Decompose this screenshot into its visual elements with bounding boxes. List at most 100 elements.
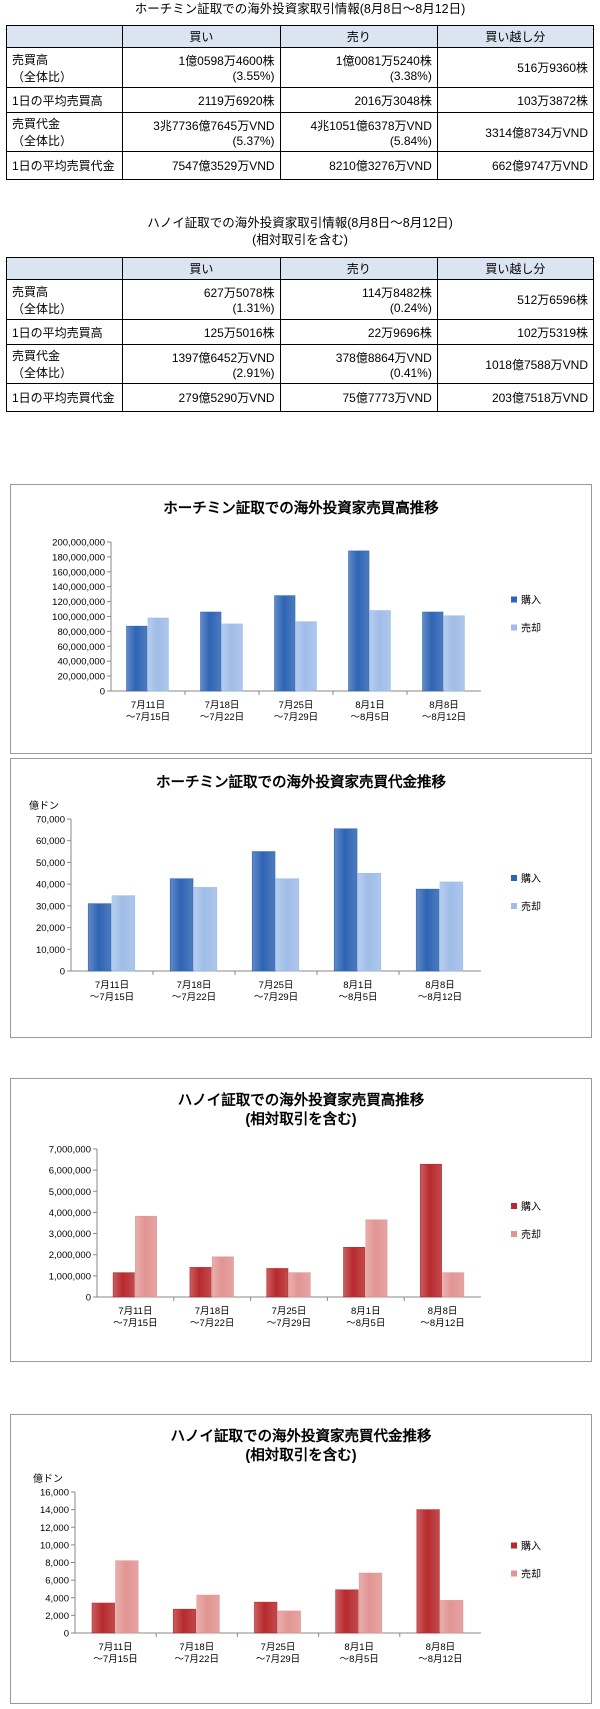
x-tick-label: 〜7月29日 [267, 1318, 311, 1329]
hcm-volume-chart: ホーチミン証取での海外投資家売買高推移 0 20,000,000 40,000,000… [10, 484, 592, 754]
x-tick-label: 7月11日 [95, 980, 129, 991]
sell-cell: 4兆1051億6378万VND (5.84%) [279, 112, 438, 152]
table-row: 売買高 （全体比） 1億0598万4600株 (3.55%) 1億0081万5240株(… [5, 47, 595, 88]
x-tick-label: 〜7月15日 [93, 1654, 137, 1665]
table-row: 売買代金 （全体比） 1397億6452万VND (2.91%) 378億8864万VN… [5, 344, 595, 384]
y-tick-label: 140,000,000 [52, 582, 105, 593]
sell-cell: 114万8482株 (0.24%) [279, 279, 438, 320]
x-tick-label: 8月1日 [344, 1642, 374, 1653]
y-tick-label: 0 [60, 967, 65, 978]
y-tick-label: 0 [64, 1629, 69, 1640]
x-tick-label: 8月1日 [343, 980, 373, 991]
hn-table-title: ハノイ証取での海外投資家取引情報(8月8日〜8月12日) [147, 216, 453, 230]
y-tick-label: 100,000,000 [52, 612, 105, 623]
y-tick-label: 4,000,000 [49, 1208, 91, 1219]
row-label: 売買高 （全体比） [5, 279, 124, 320]
bar-sell [193, 887, 218, 972]
legend-swatch [511, 1231, 517, 1237]
bar-sell [358, 1572, 383, 1634]
sell-cell: 22万9696株 [279, 319, 438, 345]
x-tick-label: 〜7月29日 [274, 712, 318, 723]
bar-buy [335, 1589, 359, 1634]
row-label: 1日の平均売買代金 [5, 383, 124, 412]
unit-label: 億ドン [29, 799, 59, 812]
table-row: 1日の平均売買高 2119万6920株 2016万3048株 103万3872株 [5, 87, 595, 113]
unit-label: 億ドン [33, 1472, 63, 1485]
row-label: 売買高 （全体比） [5, 47, 124, 88]
net-cell: 102万5319株 [436, 319, 595, 345]
row-label: 1日の平均売買高 [5, 87, 124, 113]
bar-sell [277, 1610, 301, 1634]
row-label: 1日の平均売買高 [5, 319, 124, 345]
bar-sell [115, 1560, 139, 1634]
legend-swatch [511, 875, 517, 881]
legend-swatch [511, 1542, 517, 1549]
hcm-table-title: ホーチミン証取での海外投資家取引情報(8月8日〜8月12日) [134, 2, 466, 16]
x-tick-label: 〜8月5日 [340, 1654, 379, 1665]
buy-cell: 3兆7736億7645万VND (5.37%) [122, 112, 281, 152]
bar-buy [91, 1602, 115, 1634]
legend-swatch [511, 1570, 517, 1577]
legend-swatch [511, 596, 517, 603]
row-label: 売買代金 （全体比） [5, 112, 124, 152]
legend-swatch [511, 903, 517, 909]
y-tick-label: 60,000,000 [57, 642, 105, 653]
table-header-cell [5, 257, 124, 280]
x-tick-label: 〜7月15日 [90, 992, 134, 1003]
chart-title: ハノイ証取での海外投資家売買代金推移 [171, 1427, 432, 1445]
x-tick-label: 7月25日 [261, 1642, 296, 1653]
net-cell: 512万6596株 [436, 279, 595, 320]
bar-buy [422, 611, 444, 692]
bar-buy [126, 625, 148, 692]
buy-cell: 1億0598万4600株 (3.55%) [122, 47, 281, 88]
legend-label: 購入 [521, 872, 541, 885]
hcm-value-chart: ホーチミン証取での海外投資家売買代金推移 億ドン 0 10,000 20,000 30,0… [10, 758, 592, 1038]
y-tick-label: 10,000 [36, 945, 65, 956]
bar-buy [348, 550, 370, 692]
bar-sell [221, 623, 243, 692]
x-tick-label: 〜7月15日 [113, 1318, 157, 1329]
table-header-cell: 売り [279, 25, 438, 48]
y-tick-label: 40,000 [36, 880, 65, 891]
x-tick-label: 8月8日 [426, 1642, 456, 1653]
hn-table-subtitle: (相対取引を含む) [252, 233, 348, 247]
chart-title: ホーチミン証取での海外投資家売買代金推移 [156, 773, 446, 791]
x-tick-label: 7月18日 [177, 980, 212, 991]
x-tick-label: 7月18日 [179, 1642, 214, 1653]
legend-label: 売却 [521, 900, 541, 913]
buy-cell: 1397億6452万VND (2.91%) [122, 344, 281, 384]
bar-sell [357, 872, 382, 972]
bar-sell [196, 1594, 220, 1634]
sell-cell: 75億7773万VND [279, 383, 438, 412]
bar-sell [365, 1219, 388, 1298]
x-tick-label: 〜8月12日 [420, 1318, 464, 1329]
bar-buy [333, 828, 358, 972]
bar-buy [266, 1268, 289, 1298]
y-tick-label: 20,000 [36, 923, 65, 934]
y-tick-label: 20,000,000 [57, 672, 105, 683]
y-tick-label: 0 [100, 687, 105, 698]
buy-cell: 627万5078株 (1.31%) [122, 279, 281, 320]
buy-cell: 2119万6920株 [122, 87, 281, 113]
hn-volume-chart: ハノイ証取での海外投資家売買高推移 (相対取引を含む) 0 1,000,000 2,00… [10, 1078, 592, 1362]
bar-buy [200, 611, 222, 692]
bar-sell [111, 895, 136, 972]
table-header-cell: 買い越し分 [436, 25, 595, 48]
bar-buy [416, 1509, 440, 1634]
y-tick-label: 2,000,000 [49, 1250, 91, 1261]
table-header-cell [5, 25, 124, 48]
legend-label: 購入 [521, 594, 541, 607]
y-tick-label: 10,000 [40, 1540, 69, 1551]
y-tick-label: 8,000 [45, 1558, 69, 1569]
row-label: 1日の平均売買代金 [5, 151, 124, 180]
x-tick-label: 7月25日 [272, 1306, 307, 1317]
chart-subtitle: (相対取引を含む) [245, 1446, 356, 1464]
table-row: 売買代金 （全体比） 3兆7736億7645万VND (5.37%) 4兆1051億63… [5, 112, 595, 152]
table-header-cell: 売り [279, 257, 438, 280]
y-tick-label: 1,000,000 [49, 1271, 91, 1282]
bar-sell [295, 621, 317, 692]
bar-buy [343, 1247, 366, 1298]
y-tick-label: 14,000 [40, 1505, 69, 1516]
chart-title: ホーチミン証取での海外投資家売買高推移 [163, 499, 439, 517]
chart-subtitle: (相対取引を含む) [245, 1110, 356, 1128]
